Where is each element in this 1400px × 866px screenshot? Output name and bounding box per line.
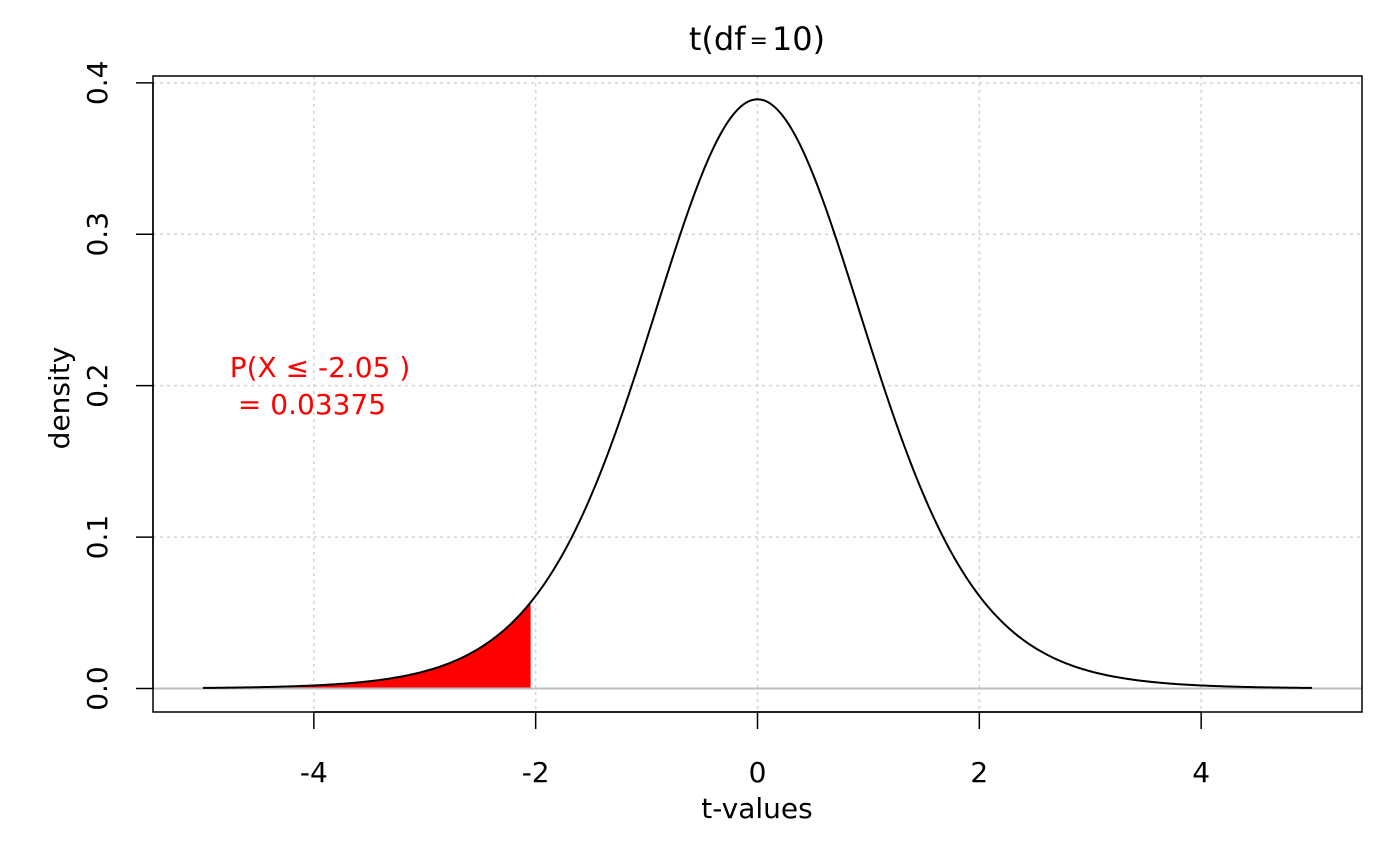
probability-annotation-line2: = 0.03375 [238,388,386,421]
title-eq: = [749,29,767,54]
title-value: 10 [772,20,813,58]
x-tick-label: -4 [300,756,328,789]
y-tick-label: 0.3 [81,212,114,257]
probability-annotation-line1: P(X ≤ -2.05 ) [230,351,411,384]
chart-title: t(df = 10) [689,20,825,58]
title-open: ( [701,20,713,58]
x-axis: -4 -2 0 2 4 [300,711,1210,789]
y-tick-label: 0.0 [81,666,114,711]
y-tick-label: 0.4 [81,61,114,106]
x-axis-label: t-values [701,792,812,825]
x-tick-label: 4 [1192,756,1210,789]
y-tick-label: 0.1 [81,515,114,560]
title-func: t [689,20,702,58]
y-axis-label: density [43,347,76,450]
title-close: ) [813,20,825,58]
y-tick-label: 0.2 [81,363,114,408]
x-tick-label: 2 [970,756,988,789]
density-curve [202,98,1313,689]
y-axis: 0.0 0.1 0.2 0.3 0.4 [81,61,154,711]
shaded-tail-area [202,601,531,690]
x-tick-label: -2 [522,756,550,789]
title-df: df [714,20,746,58]
x-tick-label: 0 [749,756,767,789]
